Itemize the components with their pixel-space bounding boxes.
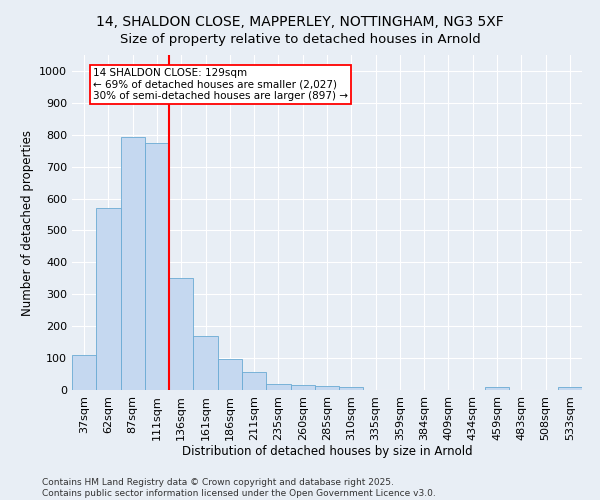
Bar — [193, 336, 218, 390]
Bar — [315, 386, 339, 390]
Bar — [485, 388, 509, 390]
Text: 14 SHALDON CLOSE: 129sqm
← 69% of detached houses are smaller (2,027)
30% of sem: 14 SHALDON CLOSE: 129sqm ← 69% of detach… — [94, 68, 349, 101]
Bar — [339, 387, 364, 390]
Bar — [290, 385, 315, 390]
X-axis label: Distribution of detached houses by size in Arnold: Distribution of detached houses by size … — [182, 446, 472, 458]
Bar — [242, 372, 266, 390]
Text: 14, SHALDON CLOSE, MAPPERLEY, NOTTINGHAM, NG3 5XF: 14, SHALDON CLOSE, MAPPERLEY, NOTTINGHAM… — [96, 15, 504, 29]
Text: Contains HM Land Registry data © Crown copyright and database right 2025.
Contai: Contains HM Land Registry data © Crown c… — [42, 478, 436, 498]
Bar — [218, 359, 242, 390]
Bar — [72, 355, 96, 390]
Y-axis label: Number of detached properties: Number of detached properties — [20, 130, 34, 316]
Bar — [169, 278, 193, 390]
Bar — [266, 384, 290, 390]
Bar — [558, 388, 582, 390]
Bar — [121, 137, 145, 390]
Bar — [145, 144, 169, 390]
Bar — [96, 208, 121, 390]
Text: Size of property relative to detached houses in Arnold: Size of property relative to detached ho… — [119, 32, 481, 46]
